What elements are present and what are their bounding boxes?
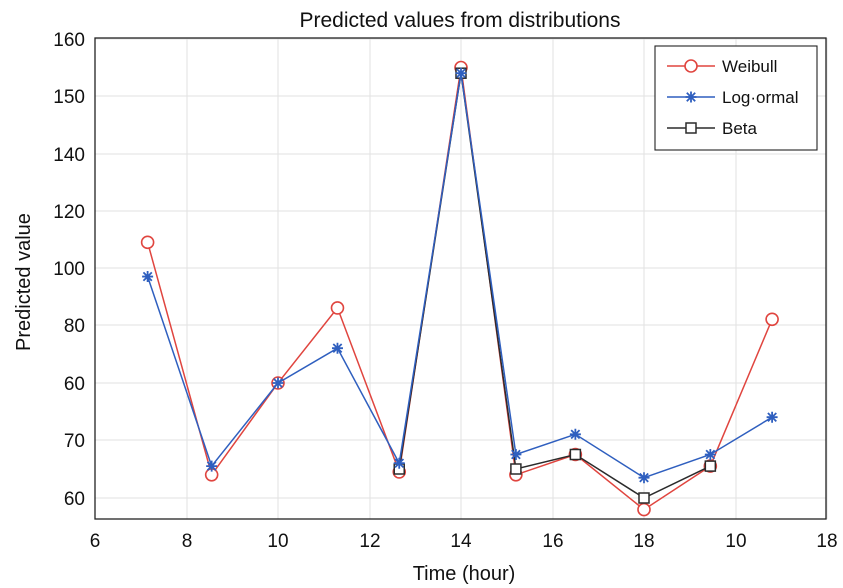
x-tick-labels: 6 8 10 12 14 16 18 10 18 xyxy=(90,531,838,552)
y-tick-label: 140 xyxy=(53,145,85,166)
x-tick-label: 6 xyxy=(90,531,101,552)
legend-items: Weibull Log·ormal Beta xyxy=(667,57,799,138)
square-marker xyxy=(569,448,582,461)
grid xyxy=(94,38,828,519)
legend-label: Beta xyxy=(722,119,758,138)
x-tick-label: 10 xyxy=(725,531,746,552)
x-tick-label: 12 xyxy=(359,531,380,552)
x-tick-label: 14 xyxy=(450,531,472,552)
x-tick-label: 18 xyxy=(816,531,837,552)
asterisk-marker xyxy=(569,428,581,440)
x-axis-label: Time (hour) xyxy=(413,563,516,585)
asterisk-marker xyxy=(331,342,343,354)
asterisk-marker xyxy=(272,377,284,389)
legend: Weibull Log·ormal Beta xyxy=(654,45,818,151)
legend-label: Weibull xyxy=(722,57,777,76)
circle-marker xyxy=(330,301,345,315)
asterisk-marker xyxy=(685,91,697,103)
x-tick-label: 18 xyxy=(633,531,654,552)
circle-marker xyxy=(637,502,651,517)
y-tick-label: 80 xyxy=(64,316,85,337)
y-tick-label: 60 xyxy=(64,374,85,395)
circle-marker xyxy=(684,59,698,73)
series-layer xyxy=(140,60,779,517)
asterisk-marker xyxy=(142,271,154,283)
x-tick-label: 16 xyxy=(542,531,563,552)
y-axis-label: Predicted value xyxy=(13,213,35,351)
chart-title: Predicted values from distributions xyxy=(300,9,621,32)
square-marker xyxy=(685,122,697,134)
legend-label: Log·ormal xyxy=(722,88,799,107)
y-tick-label: 150 xyxy=(53,87,85,108)
y-tick-label: 70 xyxy=(64,431,85,452)
asterisk-marker xyxy=(510,449,522,460)
series-logormal xyxy=(142,67,778,484)
square-marker xyxy=(510,463,522,475)
asterisk-marker xyxy=(206,460,218,472)
x-tick-label: 8 xyxy=(182,531,193,552)
y-tick-label: 160 xyxy=(53,30,85,51)
y-tick-label: 100 xyxy=(53,259,85,280)
asterisk-marker xyxy=(455,67,467,79)
x-tick-label: 10 xyxy=(267,531,288,552)
asterisk-marker xyxy=(766,411,778,423)
square-marker xyxy=(638,492,650,504)
plot-frame xyxy=(94,37,827,520)
asterisk-marker xyxy=(638,472,650,484)
legend-box xyxy=(654,45,818,151)
circle-marker xyxy=(140,235,155,250)
asterisk-marker xyxy=(393,457,405,469)
y-tick-label: 60 xyxy=(64,489,85,510)
square-marker xyxy=(704,460,717,472)
asterisk-marker xyxy=(704,449,716,460)
y-tick-label: 120 xyxy=(53,202,85,223)
circle-marker xyxy=(765,312,779,327)
y-tick-labels: 60 70 60 80 100 120 140 150 160 xyxy=(53,30,85,510)
